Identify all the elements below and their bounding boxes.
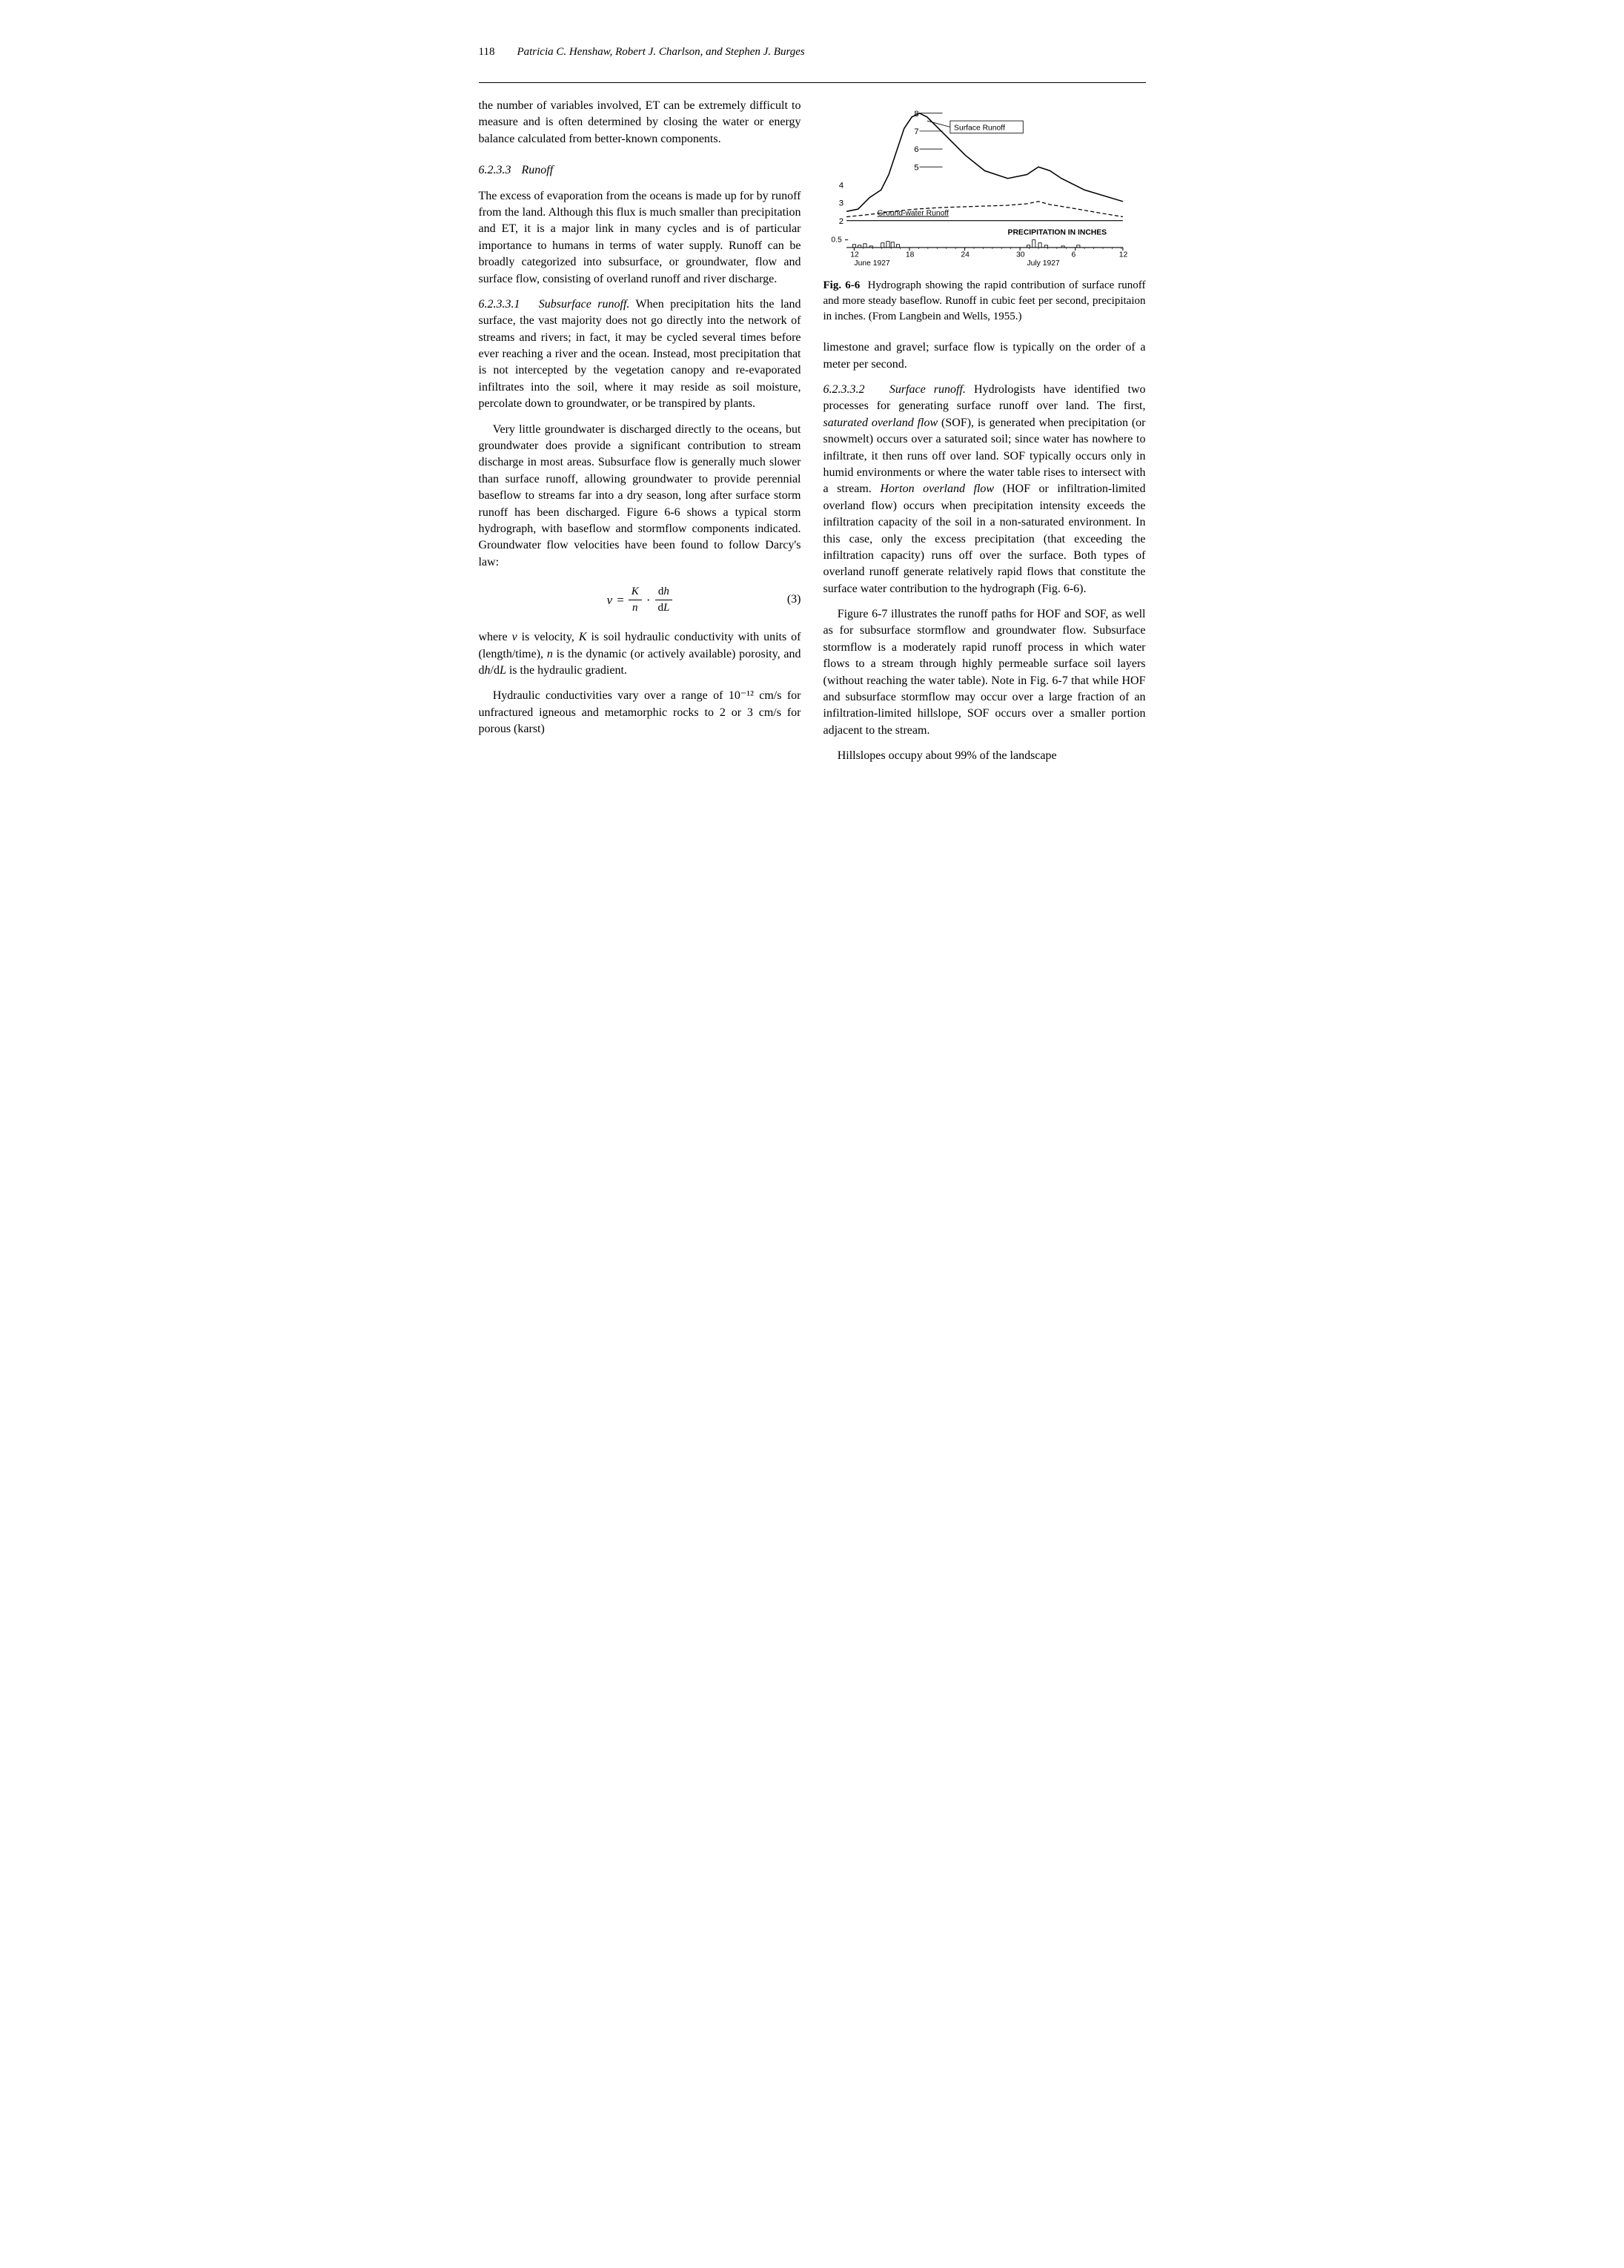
svg-text:6: 6 [914, 145, 918, 154]
svg-text:12: 12 [850, 251, 859, 259]
svg-text:6: 6 [1071, 251, 1076, 259]
sec-6233-para1: The excess of evaporation from the ocean… [479, 188, 801, 288]
eq-frac-kn: K n [629, 584, 642, 616]
after-eq-para1: where v is velocity, K is soil hydraulic… [479, 629, 801, 679]
eq-frac-dhdl: ddhh dL [654, 584, 672, 616]
svg-text:July 1927: July 1927 [1027, 259, 1060, 267]
sec-62331-para2: Very little groundwater is discharged di… [479, 422, 801, 571]
eq-number: (3) [787, 591, 801, 608]
eq-equals: = [617, 591, 624, 609]
sec-62332-para1: 6.2.3.3.2 Surface runoff. Hydrologists h… [823, 382, 1146, 597]
subsec2-title: Surface runoff. [889, 383, 966, 396]
svg-text:2: 2 [838, 217, 843, 226]
equation-3: v = K n · ddhh dL (3) [479, 584, 801, 616]
eq-v: v [607, 591, 613, 609]
page-header: 118 Patricia C. Henshaw, Robert J. Charl… [479, 44, 1146, 60]
after-eq-para2: Hydraulic conductivities vary over a ran… [479, 688, 801, 737]
section-title: Runoff [522, 164, 554, 176]
page-authors: Patricia C. Henshaw, Robert J. Charlson,… [517, 44, 804, 60]
subsec2-num: 6.2.3.3.2 [823, 383, 865, 396]
svg-text:Ground-water Runoff: Ground-water Runoff [877, 209, 949, 217]
svg-text:June 1927: June 1927 [854, 259, 890, 267]
hof-em: Horton overland flow [880, 483, 994, 495]
svg-text:24: 24 [961, 251, 970, 259]
intro-paragraph: the number of variables involved, ET can… [479, 98, 801, 147]
svg-text:7: 7 [914, 127, 918, 136]
svg-text:3: 3 [838, 199, 843, 208]
svg-text:4: 4 [838, 182, 843, 190]
svg-text:30: 30 [1015, 251, 1024, 259]
fig-caption-text: Hydrograph showing the rapid contributio… [823, 279, 1146, 322]
subsec-title: Subsurface runoff. [539, 298, 630, 311]
svg-text:12: 12 [1118, 251, 1127, 259]
svg-text:0.5: 0.5 [831, 236, 842, 245]
section-num: 6.2.3.3 [479, 164, 511, 176]
header-rule [479, 82, 1146, 83]
eq-dot: · [646, 591, 651, 609]
svg-text:PRECIPITATION IN INCHES: PRECIPITATION IN INCHES [1007, 228, 1107, 236]
subsec-text: When precipitation hits the land surface… [479, 298, 801, 410]
sof-em: saturated overland flow [823, 417, 938, 429]
figure-6-6: 2345678 Surface Runoff Ground-water Runo… [823, 98, 1146, 325]
hydrograph-svg: 2345678 Surface Runoff Ground-water Runo… [823, 98, 1146, 267]
svg-text:18: 18 [905, 251, 914, 259]
sec-62331-para1: 6.2.3.3.1 Subsurface runoff. When precip… [479, 296, 801, 413]
sec-62332-para3: Hillslopes occupy about 99% of the lands… [823, 748, 1146, 764]
left-column: the number of variables involved, ET can… [479, 98, 801, 774]
right-column: 2345678 Surface Runoff Ground-water Runo… [823, 98, 1146, 774]
subsec-num: 6.2.3.3.1 [479, 298, 520, 311]
svg-text:Surface Runoff: Surface Runoff [954, 124, 1005, 132]
section-6233-heading: 6.2.3.3 Runoff [479, 162, 801, 179]
page-number: 118 [479, 44, 495, 60]
sec-62332-para2: Figure 6-7 illustrates the runoff paths … [823, 606, 1146, 739]
svg-text:5: 5 [914, 163, 918, 172]
fig-caption: Fig. 6-6 Hydrograph showing the rapid co… [823, 278, 1146, 325]
fig-label: Fig. 6-6 [823, 279, 861, 291]
right-cont: limestone and gravel; surface flow is ty… [823, 339, 1146, 373]
